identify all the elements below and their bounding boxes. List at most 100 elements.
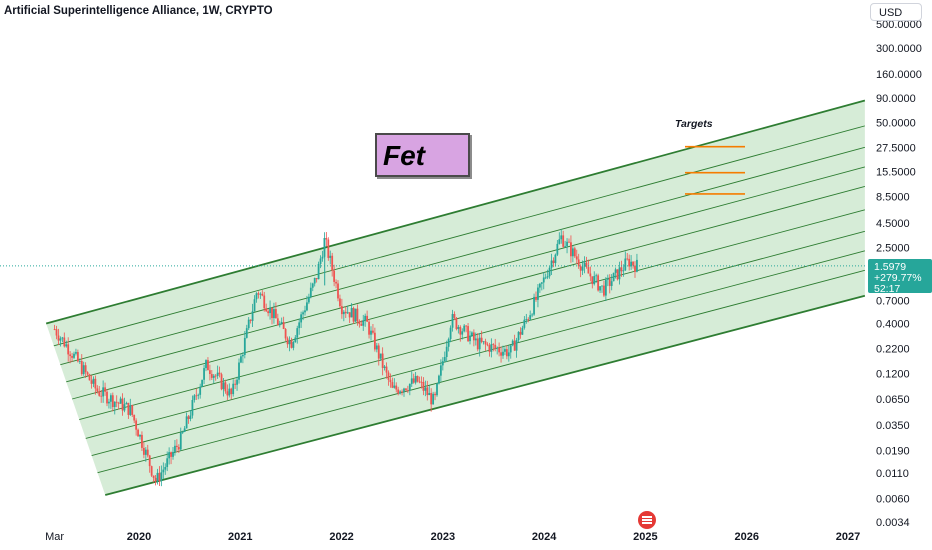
candle-body (274, 309, 277, 319)
candle-body (416, 375, 419, 382)
y-tick-label: 300.0000 (876, 43, 922, 55)
candle-body (183, 428, 186, 432)
candle-body (352, 307, 355, 322)
candle-body (243, 337, 246, 355)
currency-button[interactable]: USD (870, 3, 922, 21)
candle-body (556, 243, 559, 255)
candle-body (521, 327, 524, 335)
candle-body (500, 352, 502, 356)
candle-body (583, 262, 586, 267)
candle-body (614, 269, 617, 273)
y-tick-label: 4.5000 (876, 218, 910, 230)
candle-body (86, 372, 89, 375)
y-tick-label: 0.0034 (876, 517, 910, 529)
candle-body (372, 330, 374, 333)
candle-body (224, 382, 227, 392)
candle-body (337, 283, 339, 299)
candle-body (494, 344, 497, 349)
x-tick-label: 2026 (734, 531, 758, 543)
candle-body (137, 429, 139, 437)
candle-body (513, 340, 516, 351)
candle-body (373, 332, 376, 350)
candle-body (245, 328, 248, 338)
y-tick-label: 0.0190 (876, 445, 910, 457)
candle-body (98, 391, 101, 396)
candle-body (193, 395, 196, 400)
candle-body (544, 277, 547, 279)
candle-body (548, 267, 551, 277)
candle-body (406, 390, 409, 392)
candle-body (253, 299, 256, 312)
candle-body (414, 375, 417, 383)
candle-body (205, 360, 207, 369)
candle-body (71, 356, 73, 358)
y-tick-label: 15.5000 (876, 166, 916, 178)
price-axis[interactable]: 500.0000 300.0000 160.0000 90.0000 50.0000 27… (876, 19, 922, 529)
x-tick-label: 2025 (633, 531, 657, 543)
candle-body (166, 458, 169, 467)
y-tick-label: 8.5000 (876, 191, 910, 203)
candle-body (175, 445, 178, 448)
candle-body (267, 311, 270, 314)
candle-body (461, 331, 464, 335)
candle-body (368, 321, 370, 335)
targets-annotation-label[interactable]: Targets (675, 118, 713, 130)
candle-body (311, 283, 314, 288)
candle-body (88, 374, 91, 381)
candle-body (405, 388, 407, 391)
candle-body (168, 452, 171, 459)
candle-body (185, 416, 188, 429)
candle-body (626, 258, 629, 260)
candle-body (418, 381, 421, 383)
candle-body (472, 332, 475, 341)
candle-body (397, 389, 400, 394)
candle-body (391, 382, 394, 388)
candle-body (216, 372, 219, 377)
candle-body (606, 278, 609, 280)
candle-body (346, 312, 349, 314)
candle-body (624, 258, 627, 271)
candle-body (471, 332, 473, 336)
candle-body (630, 261, 633, 267)
candle-body (261, 293, 264, 296)
candlestick-series (53, 229, 638, 487)
candle-body (364, 315, 367, 321)
candle-body (271, 307, 273, 319)
candle-body (158, 472, 161, 482)
candle-body (309, 287, 312, 297)
candle-body (55, 329, 58, 336)
candle-body (278, 323, 281, 326)
x-tick-label: 2020 (127, 531, 151, 543)
candle-body (133, 414, 136, 421)
candle-body (408, 383, 411, 391)
candle-body (467, 326, 469, 342)
channel-inner-line-1 (97, 269, 865, 474)
candle-body (618, 267, 621, 280)
candle-body (581, 266, 584, 271)
candle-body (210, 374, 213, 378)
candle-body (102, 387, 105, 397)
candle-body (59, 338, 62, 341)
candle-body (296, 328, 299, 338)
candle-body (515, 340, 518, 351)
fet-annotation-label[interactable]: Fet (375, 133, 470, 177)
flag-icon[interactable] (637, 510, 657, 530)
candle-body (597, 275, 600, 291)
y-tick-label: 2.5000 (876, 242, 910, 254)
x-tick-label: 2024 (532, 531, 557, 543)
candle-body (509, 345, 512, 353)
time-axis[interactable]: Mar 2020 2021 2022 2023 2024 2025 2026 2027 (45, 531, 860, 543)
candle-body (540, 282, 543, 284)
candle-body (162, 469, 165, 473)
candle-body (282, 322, 285, 329)
candle-body (191, 399, 194, 416)
candle-body (335, 281, 337, 284)
candle-body (113, 401, 116, 408)
target-lines (685, 145, 745, 195)
candle-body (247, 319, 250, 329)
candle-body (628, 258, 631, 267)
candle-body (403, 388, 405, 392)
channel-inner-line-2 (91, 250, 865, 457)
candle-body (370, 330, 372, 335)
